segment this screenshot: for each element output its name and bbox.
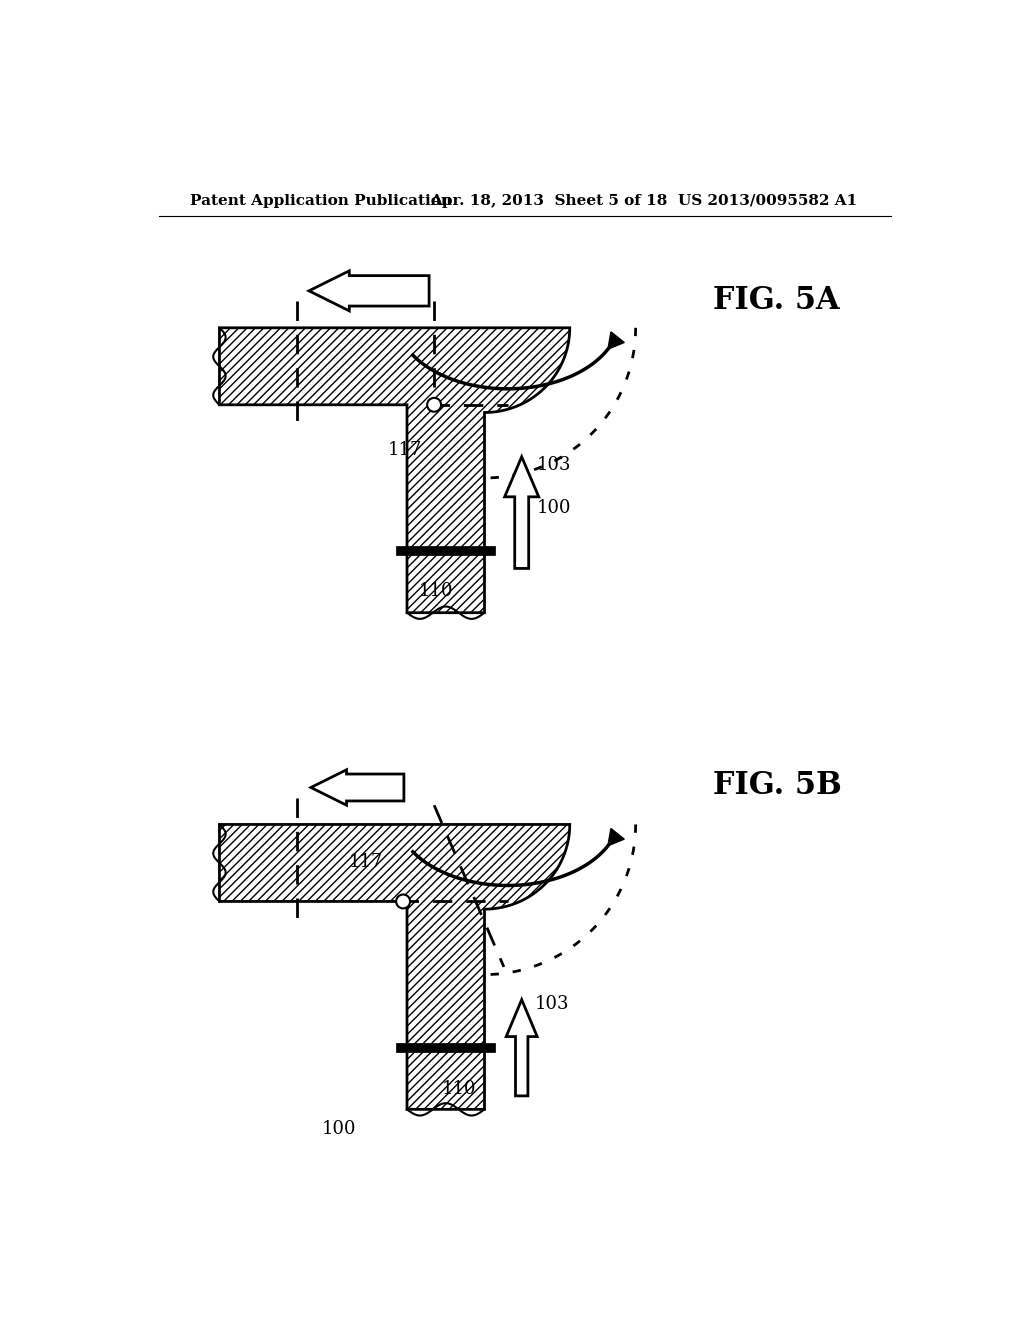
- Text: Apr. 18, 2013  Sheet 5 of 18: Apr. 18, 2013 Sheet 5 of 18: [430, 194, 668, 207]
- Polygon shape: [219, 825, 569, 1109]
- Text: 117: 117: [388, 441, 422, 459]
- Text: 117: 117: [349, 853, 383, 871]
- Circle shape: [396, 895, 410, 908]
- Polygon shape: [505, 457, 539, 569]
- Text: 100: 100: [322, 1119, 356, 1138]
- Text: US 2013/0095582 A1: US 2013/0095582 A1: [678, 194, 857, 207]
- Circle shape: [427, 397, 441, 412]
- Polygon shape: [311, 770, 403, 805]
- Text: 100: 100: [538, 499, 571, 516]
- Text: 110: 110: [442, 1080, 476, 1098]
- Text: Patent Application Publication: Patent Application Publication: [190, 194, 452, 207]
- Polygon shape: [608, 331, 625, 350]
- Polygon shape: [506, 999, 538, 1096]
- Text: FIG. 5A: FIG. 5A: [713, 285, 840, 317]
- Text: 110: 110: [419, 582, 454, 599]
- Polygon shape: [608, 829, 625, 846]
- Text: 103: 103: [535, 995, 569, 1014]
- Polygon shape: [309, 271, 429, 312]
- Polygon shape: [219, 327, 569, 612]
- Text: FIG. 5B: FIG. 5B: [713, 771, 842, 801]
- Text: 103: 103: [538, 457, 571, 474]
